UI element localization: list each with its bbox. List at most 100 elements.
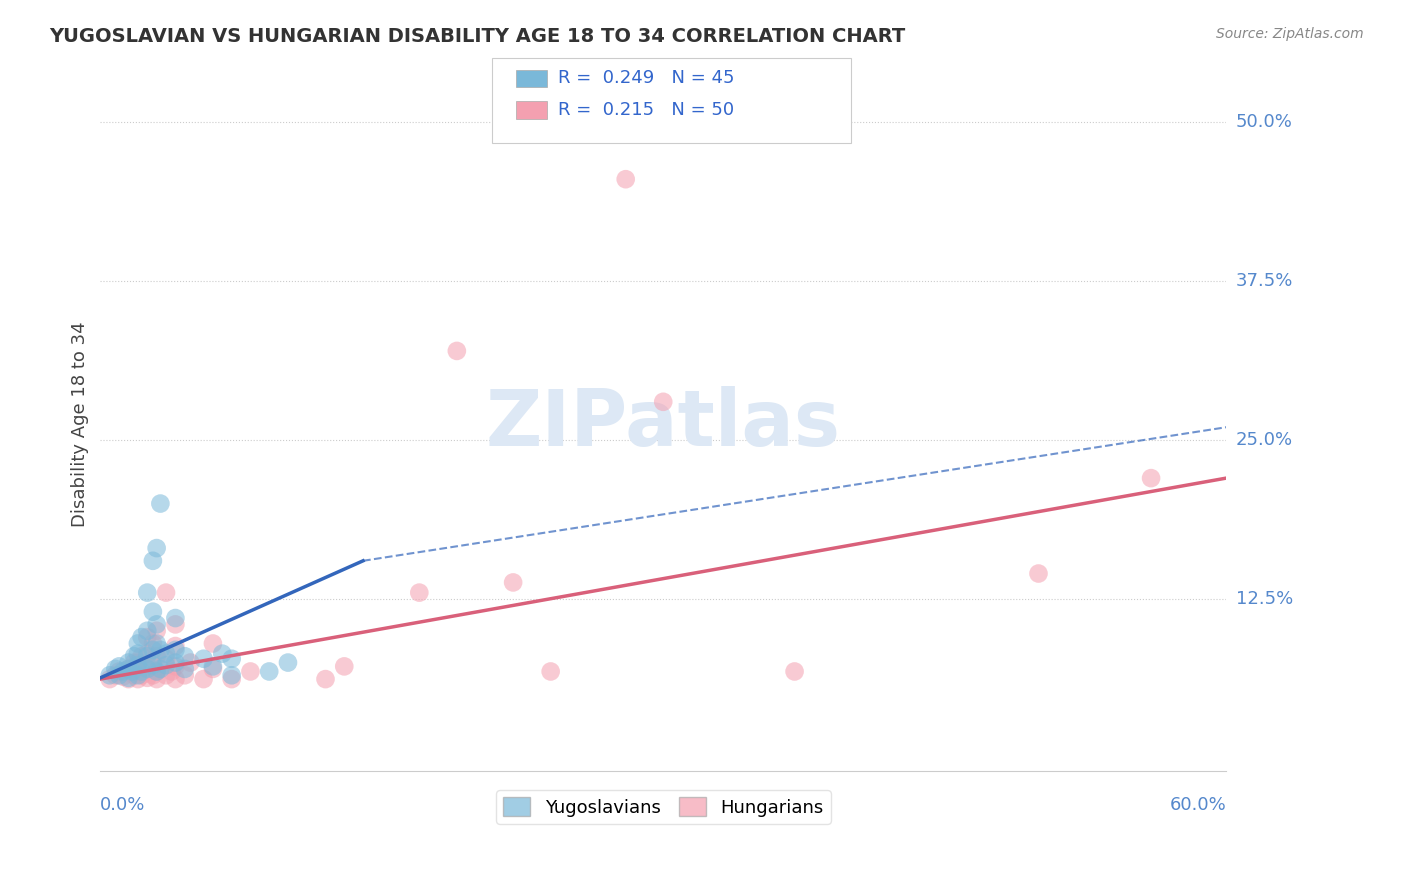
Point [257,665,280,679]
Point [239,665,262,679]
Text: R =  0.215   N = 50: R = 0.215 N = 50 [558,101,734,119]
Point [117,656,139,670]
Point [221,668,243,682]
Point [165,659,187,673]
Point [142,643,165,657]
Point [136,671,159,685]
Point [277,656,299,670]
Point [131,665,153,679]
Point [108,668,131,682]
Text: Source: ZipAtlas.com: Source: ZipAtlas.com [1216,27,1364,41]
Point [117,662,139,676]
Point [136,624,159,638]
Point [149,497,172,511]
Text: R =  0.249   N = 45: R = 0.249 N = 45 [558,70,735,87]
Point [165,639,187,653]
Point [131,649,153,664]
Point [1028,566,1050,581]
Point [221,672,243,686]
Point [142,636,165,650]
Point [142,605,165,619]
Y-axis label: Disability Age 18 to 34: Disability Age 18 to 34 [72,321,89,527]
Point [136,585,159,599]
Point [127,656,149,670]
Text: 60.0%: 60.0% [1170,797,1226,814]
Point [142,658,165,673]
Point [104,668,127,682]
Text: 12.5%: 12.5% [1236,590,1292,608]
Point [1140,471,1163,485]
Point [142,656,165,670]
Point [145,624,167,638]
Point [145,665,167,679]
Point [98,672,121,686]
Point [408,585,430,599]
Point [201,662,224,676]
Point [145,665,167,679]
Point [121,665,143,679]
Point [173,649,195,664]
Point [127,636,149,650]
Point [127,647,149,661]
Point [201,636,224,650]
Point [155,585,177,599]
Point [165,643,187,657]
Point [193,672,215,686]
Point [145,617,167,632]
Point [131,668,153,682]
Point [155,668,177,682]
Point [502,575,524,590]
Point [98,668,121,682]
Point [652,394,675,409]
Point [104,662,127,676]
Point [111,665,134,679]
Text: 50.0%: 50.0% [1236,113,1292,131]
Point [136,649,159,664]
Point [160,665,183,679]
Point [145,649,167,664]
Point [165,617,187,632]
Point [108,659,131,673]
Text: 37.5%: 37.5% [1236,272,1294,290]
Point [179,656,201,670]
Legend: Yugoslavians, Hungarians: Yugoslavians, Hungarians [496,790,831,824]
Point [127,672,149,686]
Point [165,656,187,670]
Point [117,671,139,685]
Point [173,668,195,682]
Point [136,647,159,661]
Point [131,630,153,644]
Point [136,630,159,644]
Text: YUGOSLAVIAN VS HUNGARIAN DISABILITY AGE 18 TO 34 CORRELATION CHART: YUGOSLAVIAN VS HUNGARIAN DISABILITY AGE … [49,27,905,45]
Point [145,672,167,686]
Point [145,541,167,555]
Point [315,672,337,686]
Point [783,665,806,679]
Point [155,658,177,673]
Point [127,668,149,682]
Text: ZIPatlas: ZIPatlas [485,386,841,462]
Point [193,652,215,666]
Point [149,643,172,657]
Point [155,652,177,666]
Point [333,659,356,673]
Point [221,652,243,666]
Point [122,649,145,664]
Point [165,611,187,625]
Point [155,647,177,661]
Point [127,658,149,673]
Point [136,662,159,676]
Point [122,668,145,682]
Point [173,662,195,676]
Point [111,669,134,683]
Point [142,554,165,568]
Point [108,665,131,679]
Point [165,672,187,686]
Text: 0.0%: 0.0% [100,797,146,814]
Point [540,665,562,679]
Text: 25.0%: 25.0% [1236,431,1292,449]
Point [201,659,224,673]
Point [614,172,637,186]
Point [145,636,167,650]
Point [117,672,139,686]
